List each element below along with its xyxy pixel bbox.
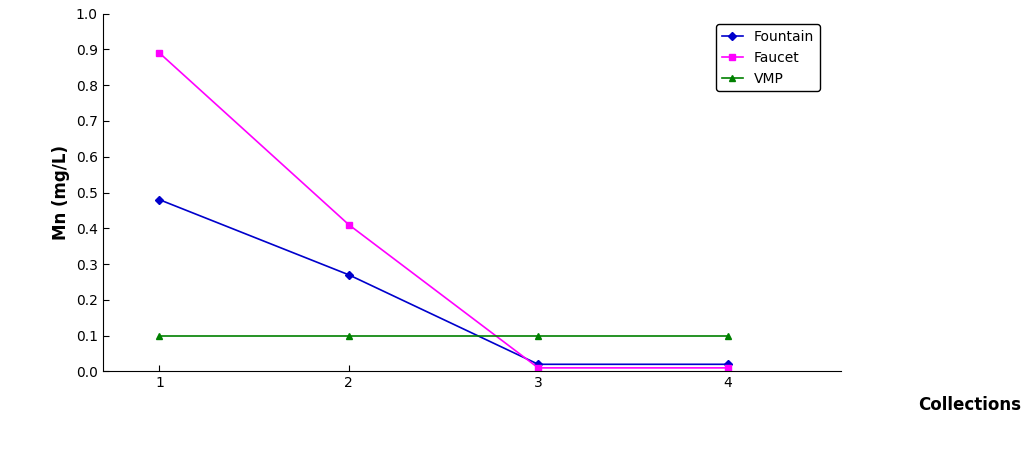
VMP <box>532 333 545 338</box>
VMP <box>153 333 165 338</box>
Faucet <box>153 50 165 56</box>
Fountain <box>153 197 165 202</box>
Line: Fountain: Fountain <box>157 197 731 367</box>
Faucet <box>532 365 545 371</box>
Y-axis label: Mn (mg/L): Mn (mg/L) <box>52 145 70 240</box>
Faucet <box>721 365 734 371</box>
Fountain <box>532 361 545 367</box>
Faucet <box>343 222 355 227</box>
Legend: Fountain, Faucet, VMP: Fountain, Faucet, VMP <box>716 24 820 91</box>
VMP <box>343 333 355 338</box>
Fountain <box>721 361 734 367</box>
Line: Faucet: Faucet <box>156 49 732 371</box>
Fountain <box>343 272 355 278</box>
VMP <box>721 333 734 338</box>
Line: VMP: VMP <box>156 332 732 339</box>
Text: Collections: Collections <box>917 396 1021 414</box>
